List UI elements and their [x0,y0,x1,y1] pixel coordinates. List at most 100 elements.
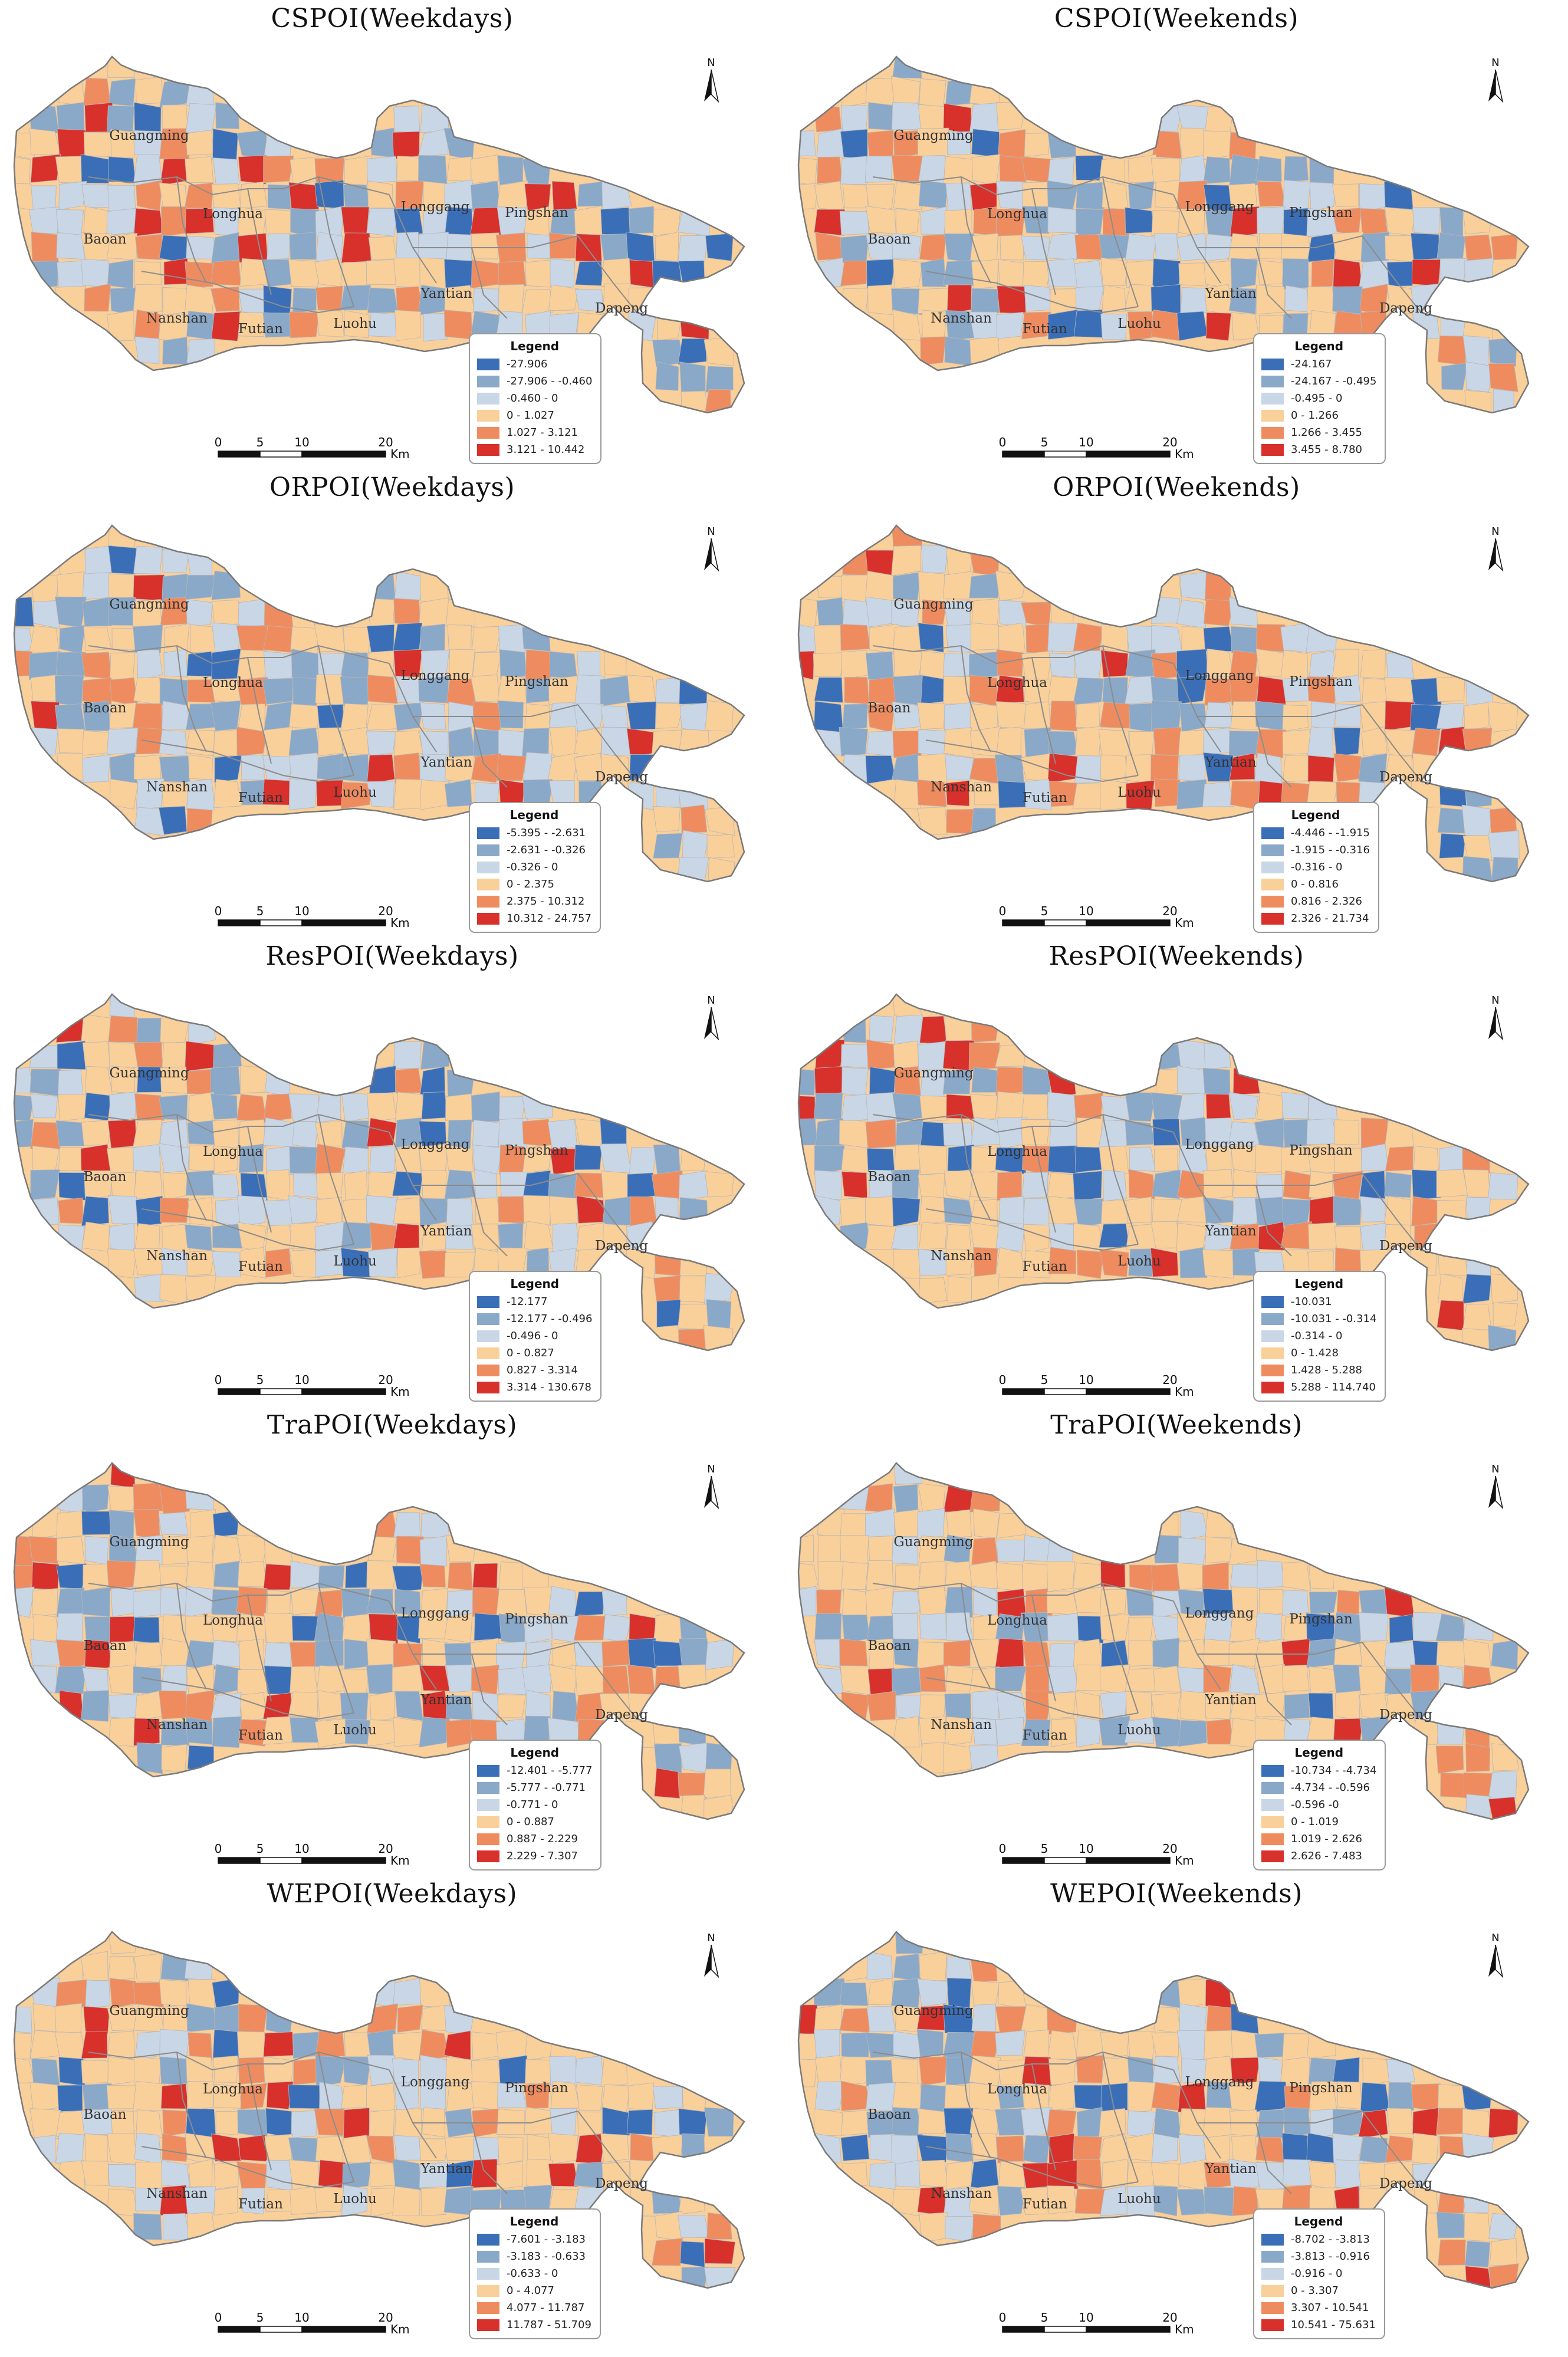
district-label: Luohu [1117,785,1161,800]
district-label: Futian [238,1259,283,1274]
north-arrow-letter: N [707,525,715,538]
subdistrict-patch [1050,599,1075,626]
subdistrict-patch [1102,285,1126,312]
subdistrict-patch [184,182,214,209]
scale-tick-label: 20 [378,1842,393,1856]
subdistrict-patch [893,649,923,678]
subdistrict-patch [1462,834,1494,862]
subdistrict-patch [1021,156,1052,183]
subdistrict-patch [971,2004,996,2033]
subdistrict-patch [865,1196,896,1227]
district-label: Luohu [1117,316,1161,331]
subdistrict-patch [215,102,239,129]
district-label: Guangming [893,128,973,143]
subdistrict-patch [1284,1693,1310,1720]
subdistrict-patch [106,232,138,260]
district-label: Nanshan [931,311,992,326]
subdistrict-patch [133,1041,163,1068]
district-boundary [1031,1595,1056,1702]
subdistrict-patch [366,259,397,285]
scale-tick-label: 10 [294,2310,309,2325]
legend-label: -0.596 -0 [1291,1799,1339,1811]
north-arrow-icon [1495,1007,1504,1041]
north-arrow-icon [711,1944,719,1978]
subdistrict-patch [575,261,603,287]
subdistrict-patch [629,1147,658,1175]
subdistrict-patch [705,366,734,393]
subdistrict-patch [265,1224,294,1253]
subdistrict-patch [1047,2030,1077,2060]
subdistrict-patch [945,209,972,238]
subdistrict-patch [213,1145,238,1174]
district-label: Futian [238,2197,283,2212]
legend-item: 2.626 - 7.483 [1261,1848,1376,1865]
subdistrict-patch [82,596,113,627]
subdistrict-patch [1410,232,1439,261]
subdistrict-patch [396,156,422,182]
legend-title: Legend [1294,2214,1343,2228]
subdistrict-patch [968,651,1001,679]
subdistrict-patch [919,234,947,262]
district-boundary [1102,1583,1139,1714]
district-boundary [1102,176,1139,307]
subdistrict-patch [1462,1146,1490,1173]
subdistrict-patch [995,1223,1025,1252]
subdistrict-patch [110,1463,136,1489]
scale-bar-segment [1044,2326,1087,2333]
subdistrict-patch [133,284,163,312]
subdistrict-patch [1463,1169,1490,1198]
subdistrict-patch [290,2186,318,2215]
subdistrict-patch [1436,1641,1468,1668]
district-label: Pingshan [1289,674,1353,689]
subdistrict-patch [1073,622,1103,654]
subdistrict-patch [865,596,895,627]
subdistrict-patch [1204,2187,1234,2217]
legend-label: 3.121 - 10.442 [507,443,585,456]
subdistrict-patch [550,1148,576,1175]
subdistrict-patch [890,1978,922,2008]
scale-tick-label: 20 [378,435,393,449]
subdistrict-patch [998,2161,1025,2191]
subdistrict-patch [815,576,846,598]
subdistrict-patch [918,1145,948,1175]
subdistrict-patch [817,1561,844,1592]
legend-label: 2.626 - 7.483 [1291,1850,1362,1862]
subdistrict-patch [945,1586,973,1618]
district-boundary [471,716,508,788]
district-boundary [141,271,354,314]
subdistrict-patch [57,1040,86,1070]
subdistrict-patch [1101,2057,1130,2088]
subdistrict-patch [106,2085,138,2109]
scale-tick-label: 5 [257,2310,264,2325]
subdistrict-patch [343,1146,369,1175]
subdistrict-patch [1306,1638,1338,1668]
subdistrict-patch [318,1565,345,1589]
subdistrict-patch [814,2133,841,2163]
subdistrict-patch [626,2109,653,2135]
subdistrict-patch [162,337,188,365]
subdistrict-patch [186,1561,216,1591]
subdistrict-patch [213,2055,238,2083]
subdistrict-patch [470,674,500,702]
subdistrict-patch [1333,258,1363,289]
subdistrict-patch [1129,1564,1156,1592]
map-panel: ResPOI(Weekends) Guangming Longhua Baoan Nan… [784,938,1568,1406]
subdistrict-patch [1180,287,1207,314]
subdistrict-patch [366,208,398,237]
scale-bar-segment [259,451,303,458]
subdistrict-patch [652,2086,683,2109]
subdistrict-patch [945,754,974,781]
subdistrict-patch [1205,312,1232,341]
subdistrict-patch [236,1669,267,1697]
subdistrict-patch [892,102,922,130]
district-label: Longgang [1185,199,1254,215]
legend-swatch [1261,1781,1284,1794]
subdistrict-patch [1282,1198,1311,1227]
subdistrict-patch [366,704,398,731]
subdistrict-patch [214,2186,238,2216]
subdistrict-patch [471,626,502,653]
district-label: Longhua [987,2082,1047,2097]
scale-tick-label: 10 [294,1373,309,1387]
legend-label: -0.633 - 0 [507,2267,558,2280]
